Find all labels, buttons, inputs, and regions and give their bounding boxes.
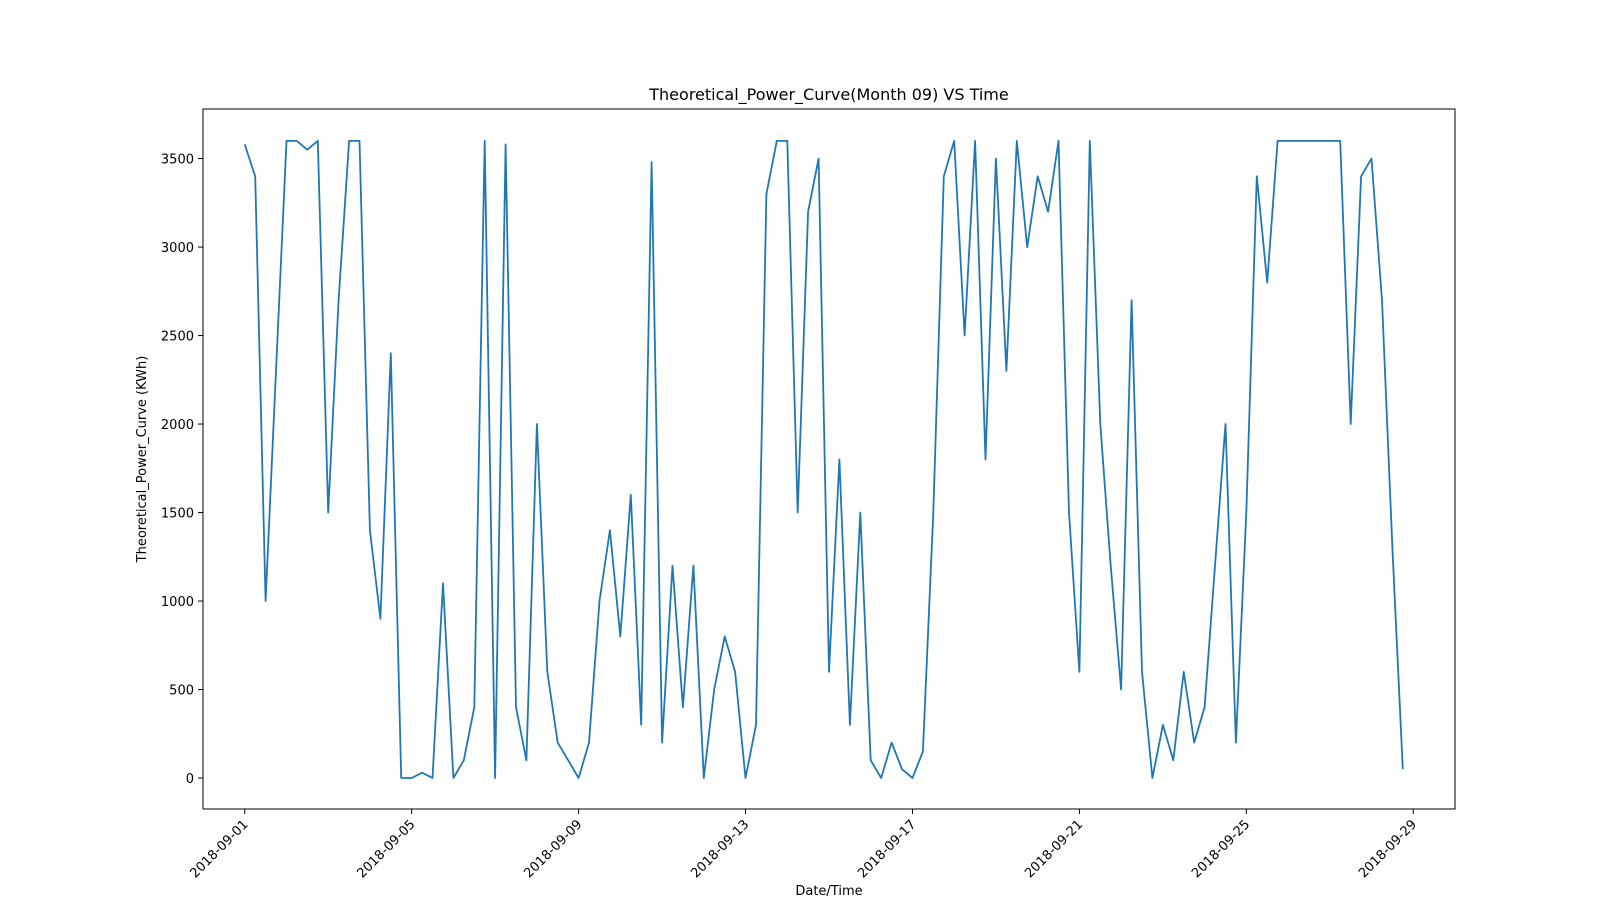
y-tick-label: 2000 <box>161 418 194 433</box>
y-tick-label: 3500 <box>161 153 194 168</box>
y-tick-label: 0 <box>186 772 194 787</box>
y-tick-label: 1500 <box>161 507 194 522</box>
data-line <box>243 140 1404 779</box>
y-tick-label: 3000 <box>161 241 194 256</box>
x-tick-label: 2018-09-17 <box>855 817 919 881</box>
x-tick-label: 2018-09-29 <box>1356 817 1420 881</box>
x-tick-label: 2018-09-05 <box>354 817 418 881</box>
y-tick-label: 500 <box>169 684 194 699</box>
y-tick-label: 2500 <box>161 330 194 345</box>
x-tick-label: 2018-09-25 <box>1189 817 1253 881</box>
plot-frame <box>202 108 1456 810</box>
x-tick-label: 2018-09-21 <box>1022 817 1086 881</box>
x-axis-label: Date/Time <box>795 884 862 899</box>
chart-title: Theoretical_Power_Curve(Month 09) VS Tim… <box>648 85 1008 105</box>
x-tick-label: 2018-09-13 <box>688 817 752 881</box>
x-tick-label: 2018-09-09 <box>521 817 585 881</box>
y-tick-label: 1000 <box>161 595 194 610</box>
y-axis-label: Theoretical_Power_Curve (KWh) <box>135 356 150 564</box>
x-tick-label: 2018-09-01 <box>188 817 252 881</box>
